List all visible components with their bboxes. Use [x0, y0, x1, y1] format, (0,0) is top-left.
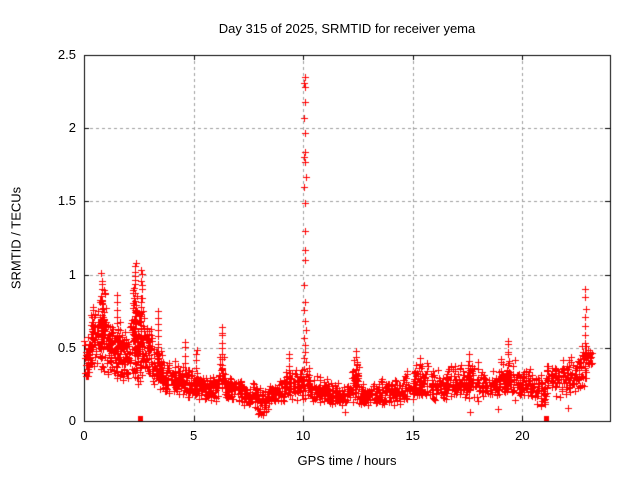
x-tick-label: 0	[80, 428, 88, 443]
x-axis-label: GPS time / hours	[297, 453, 397, 468]
chart-title: Day 315 of 2025, SRMTID for receiver yem…	[218, 21, 476, 36]
y-tick-label: 2.5	[57, 47, 76, 62]
x-tick-label: 5	[189, 428, 198, 443]
y-tick-label: 1	[68, 266, 76, 282]
y-tick-label: 2	[68, 120, 76, 136]
x-tick-label: 20	[515, 428, 530, 443]
y-tick-label: 1.5	[57, 193, 76, 209]
x-tick-label: 15	[405, 428, 420, 443]
y-tick-label: 0.5	[57, 339, 76, 355]
y-tick-label: 0	[68, 413, 76, 428]
y-axis-label: SRMTID / TECUs	[8, 186, 24, 290]
x-tick-label: 10	[295, 428, 311, 443]
